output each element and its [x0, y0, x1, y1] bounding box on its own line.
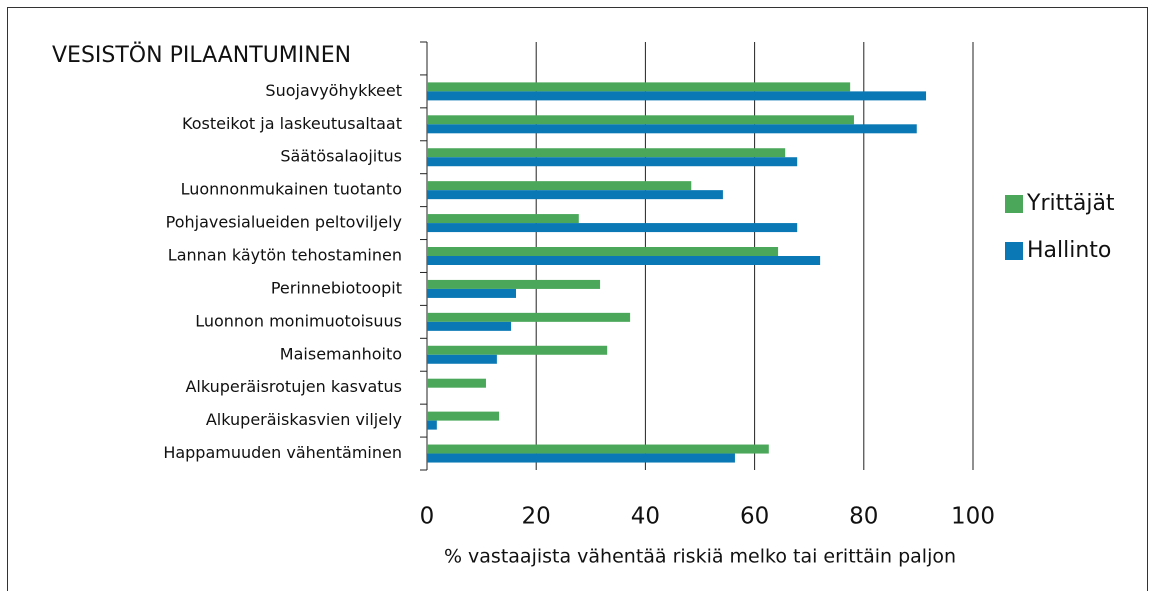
legend-label: Yrittäjät	[1026, 191, 1115, 216]
x-tick-label: 0	[420, 504, 435, 530]
y-tick-label: Maisemanhoito	[280, 344, 402, 363]
y-tick-label: Perinnebiotoopit	[271, 278, 402, 297]
bar	[427, 115, 854, 125]
chart-title: VESISTÖN PILAANTUMINEN	[52, 42, 351, 68]
bar	[427, 256, 821, 265]
bar	[427, 190, 723, 200]
bar	[427, 124, 917, 134]
x-tick-label: 60	[740, 504, 769, 530]
bar	[427, 279, 601, 289]
bar	[427, 444, 769, 454]
y-tick-label: Säätösalaojitus	[280, 147, 402, 166]
y-tick-label: Luonnon monimuotoisuus	[195, 311, 402, 330]
x-tick-label: 100	[951, 504, 995, 530]
bar	[427, 354, 497, 364]
frame	[7, 7, 1148, 591]
y-tick-label: Alkuperäiskasvien viljely	[206, 410, 402, 429]
bar	[427, 247, 779, 256]
bar	[427, 214, 579, 224]
x-tick-label: 20	[522, 504, 551, 530]
y-tick-label: Alkuperäisrotujen kasvatus	[185, 377, 402, 396]
y-tick-label: Pohjavesialueiden peltoviljely	[166, 213, 402, 232]
y-tick-label: Luonnonmukainen tuotanto	[181, 180, 402, 199]
bar	[427, 91, 927, 101]
bar	[427, 148, 786, 158]
bar	[427, 378, 486, 388]
bar	[427, 345, 608, 355]
y-tick-label: Suojavyöhykkeet	[265, 81, 402, 100]
legend-swatch	[1005, 195, 1023, 213]
x-tick-label: 40	[631, 504, 660, 530]
bar	[427, 312, 631, 322]
y-tick-label: Lannan käytön tehostaminen	[168, 246, 402, 265]
bar	[427, 157, 798, 167]
bar	[427, 223, 798, 233]
bar	[427, 181, 692, 191]
bar	[427, 82, 851, 92]
bar	[427, 453, 735, 463]
legend-label: Hallinto	[1027, 238, 1111, 263]
bar	[427, 321, 512, 331]
x-tick-label: 80	[849, 504, 878, 530]
y-tick-label: Happamuuden vähentäminen	[163, 443, 402, 462]
bar	[427, 420, 437, 430]
x-axis-label: % vastaajista vähentää riskiä melko tai …	[444, 546, 956, 568]
y-tick-label: Kosteikot ja laskeutusaltaat	[182, 114, 402, 133]
bar	[427, 288, 516, 298]
legend-swatch	[1005, 242, 1023, 260]
bar	[427, 411, 500, 421]
